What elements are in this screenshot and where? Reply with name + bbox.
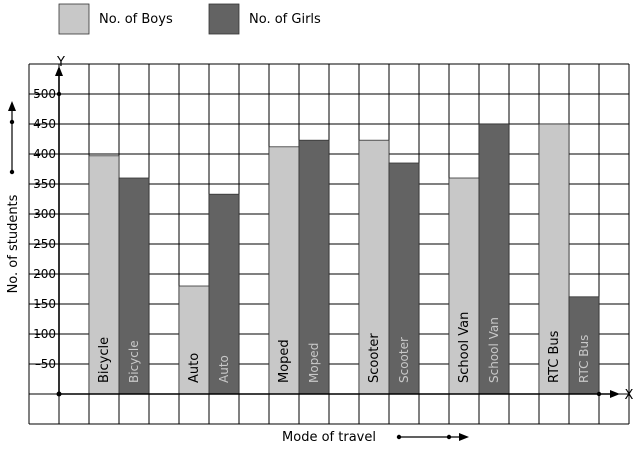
x-axis-letter: X	[625, 388, 634, 403]
x-axis-title: Mode of travel	[282, 430, 376, 445]
boys-bar-label-auto: Auto	[187, 353, 202, 383]
y-tick-label: 500	[33, 87, 56, 101]
boys-bar-label-rtc-bus: RTC Bus	[547, 330, 562, 383]
boys-bar-rtc-bus	[538, 123, 570, 395]
y-tick-label: 400	[33, 147, 56, 161]
boys-bar-bicycle	[88, 155, 120, 395]
origin-dot	[56, 391, 62, 397]
axes	[8, 66, 620, 441]
y-tick-labels: –50–100–150–200–250–300–350–400–450–500	[33, 87, 56, 371]
girls-bar-moped	[298, 139, 330, 395]
y-tick-mark: –	[35, 267, 41, 281]
y-tick-mark: –	[35, 297, 41, 311]
legend-swatch-boys	[58, 3, 90, 35]
y-tick-mark: –	[35, 237, 41, 251]
girls-bar-scooter	[388, 162, 420, 395]
x-axis-dot	[596, 391, 602, 397]
y-tick-mark: –	[35, 207, 41, 221]
x-direction-dot	[396, 434, 402, 440]
legend-swatch-girls	[208, 3, 240, 35]
y-axis-title: No. of students	[6, 194, 21, 293]
boys-bar-label-scooter: Scooter	[367, 333, 382, 383]
girls-bar-auto	[208, 193, 240, 395]
legend-label-girls: No. of Girls	[249, 12, 321, 27]
boys-bar-school-van	[448, 177, 480, 395]
x-axis-arrow-icon	[610, 390, 620, 398]
girls-bar-bicycle	[118, 177, 150, 395]
y-direction-dot	[9, 169, 15, 175]
girls-bar-label-moped: Moped	[307, 343, 321, 383]
boys-bar-moped	[268, 146, 300, 395]
x-direction-dot	[446, 434, 452, 440]
girls-bar-rtc-bus	[568, 296, 600, 395]
y-direction-arrowhead-icon	[8, 101, 16, 111]
x-direction-arrowhead-icon	[459, 433, 469, 441]
girls-bar-label-scooter: Scooter	[397, 337, 411, 383]
boys-bar-label-bicycle: Bicycle	[97, 337, 112, 383]
y-tick-mark: –	[35, 357, 41, 371]
girls-bar-label-bicycle: Bicycle	[127, 340, 141, 383]
y-tick-label: 150	[33, 297, 56, 311]
y-axis-letter: Y	[56, 55, 65, 70]
legend: No. of Boys No. of Girls	[58, 3, 321, 35]
y-tick-label: 300	[33, 207, 56, 221]
y-tick-mark: –	[35, 117, 41, 131]
y-tick-mark: –	[35, 147, 41, 161]
y-direction-dot	[9, 119, 15, 125]
y-tick-label: 100	[33, 327, 56, 341]
legend-label-boys: No. of Boys	[99, 12, 173, 27]
bars: Bicycle Bicycle Auto Auto Moped Moped Scooter S…	[88, 123, 600, 395]
y-tick-label: 250	[33, 237, 56, 251]
y-tick-label: 450	[33, 117, 56, 131]
girls-bar-label-auto: Auto	[217, 355, 231, 383]
y-tick-mark: –	[35, 87, 41, 101]
y-tick-label: 200	[33, 267, 56, 281]
y-tick-label: 350	[33, 177, 56, 191]
y-tick-mark: –	[35, 177, 41, 191]
boys-bar-label-moped: Moped	[277, 339, 292, 383]
girls-bar-label-school-van: School Van	[487, 317, 501, 383]
girls-bar-school-van	[478, 123, 510, 395]
boys-bar-label-school-van: School Van	[457, 312, 472, 383]
y-tick-mark: –	[35, 327, 41, 341]
girls-bar-label-rtc-bus: RTC Bus	[577, 335, 591, 383]
y-axis-arrow-icon	[55, 66, 63, 76]
y-axis-dot	[56, 91, 62, 97]
y-tick-label: 50	[41, 357, 56, 371]
